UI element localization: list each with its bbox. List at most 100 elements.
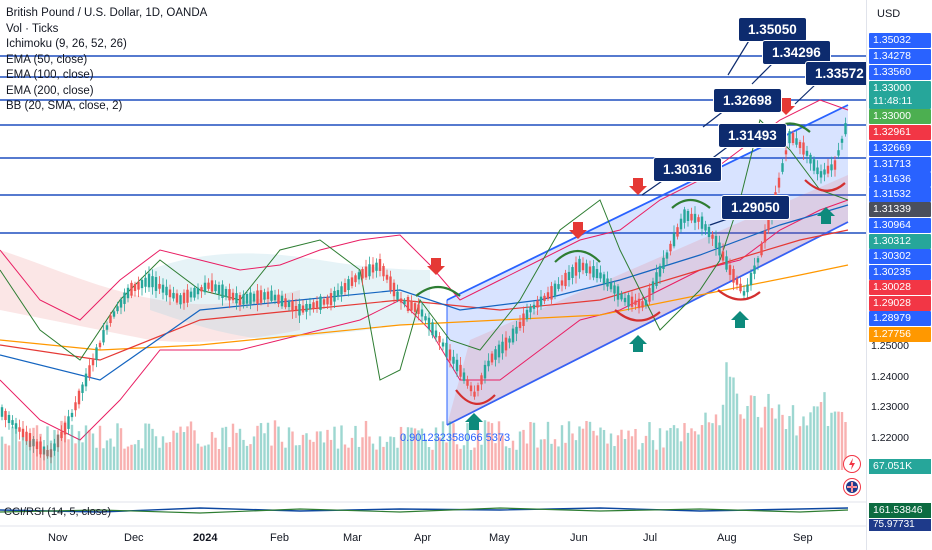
volume-bar xyxy=(214,437,217,470)
candle-body xyxy=(179,295,182,305)
indicator-legend-item[interactable]: BB (20, SMA, close, 2) xyxy=(6,100,123,112)
candle-body xyxy=(214,284,217,292)
candle-body xyxy=(725,256,728,270)
time-axis-label: Apr xyxy=(414,532,432,544)
volume-bar xyxy=(224,426,228,470)
candle-body xyxy=(819,171,823,178)
candle-body xyxy=(620,293,623,300)
volume-bar xyxy=(165,442,168,470)
indicator-legend-item[interactable]: EMA (100, close) xyxy=(6,69,94,81)
volume-bar xyxy=(70,424,74,470)
candle-body xyxy=(322,299,326,305)
candle-body xyxy=(67,416,70,429)
volume-bar xyxy=(760,427,763,470)
time-axis-label: Mar xyxy=(343,532,362,544)
price-axis[interactable]: USD 1.35032 1.34278 1.33560 1.33000 11:48:11… xyxy=(866,0,932,550)
volume-bar xyxy=(473,447,476,470)
candle-body xyxy=(777,177,781,188)
price-callout[interactable]: 1.34296 xyxy=(762,40,831,65)
volume-bar xyxy=(795,435,798,470)
volume-bar xyxy=(200,446,203,470)
price-axis-label: 1.22000 xyxy=(871,432,909,444)
flag-icon[interactable] xyxy=(843,478,861,496)
symbol-title[interactable]: British Pound / U.S. Dollar, 1D, OANDA xyxy=(6,7,208,19)
candle-body xyxy=(231,292,235,301)
lightning-icon[interactable] xyxy=(843,455,861,473)
volume-bar xyxy=(637,449,641,470)
sell-arrow xyxy=(569,222,587,239)
candle-body xyxy=(35,441,39,450)
price-tag: 1.31713 xyxy=(869,157,931,172)
indicator-legend-item[interactable]: EMA (50, close) xyxy=(6,53,88,66)
candle-body xyxy=(462,372,466,381)
volume-bar xyxy=(511,440,515,470)
price-callout[interactable]: 1.33572 xyxy=(805,61,866,86)
candle-body xyxy=(431,322,434,336)
rsi-value-badge: 75.97731 xyxy=(869,519,931,531)
price-callout[interactable]: 1.29050 xyxy=(721,195,790,220)
indicator-legend-item[interactable]: Ichimoku (9, 26, 52, 26) xyxy=(6,38,127,50)
volume-bar xyxy=(385,441,389,470)
candle-body xyxy=(252,293,256,302)
volume-bar xyxy=(564,442,567,470)
volume-bar xyxy=(137,439,140,470)
candle-body xyxy=(273,294,277,301)
currency-label[interactable]: USD xyxy=(877,8,901,20)
volume-bar xyxy=(319,431,322,470)
volume-bar xyxy=(322,442,326,470)
volume-bar xyxy=(210,432,214,470)
volume-bar xyxy=(763,406,767,470)
candle-body xyxy=(707,226,711,238)
volume-bar xyxy=(823,392,826,470)
candle-body xyxy=(494,349,497,360)
candle-body xyxy=(385,274,389,280)
volume-bar xyxy=(679,441,683,470)
price-callout[interactable]: 1.35050 xyxy=(738,17,807,42)
volume-bar xyxy=(525,443,529,470)
volume-bar xyxy=(497,421,501,470)
candle-body xyxy=(420,309,424,317)
indicator-legend-item[interactable]: EMA (200, close) xyxy=(6,84,94,97)
volume-bar xyxy=(581,428,585,470)
top-arc xyxy=(415,285,461,297)
candle-body xyxy=(347,279,350,291)
candle-body xyxy=(200,287,203,292)
volume-bar xyxy=(140,448,144,470)
volume-bar xyxy=(704,412,707,470)
candle-body xyxy=(168,289,172,298)
volume-bar xyxy=(84,425,88,470)
time-axis-label: Dec xyxy=(124,532,144,544)
price-callout[interactable]: 1.31493 xyxy=(718,123,787,148)
candle-body xyxy=(830,164,833,171)
price-callout[interactable]: 1.32698 xyxy=(713,88,782,113)
candle-body xyxy=(105,325,109,330)
cci-rsi-label[interactable]: CCI/RSI (14, 5, close) xyxy=(4,506,111,518)
volume-bar xyxy=(315,431,319,470)
chart-area[interactable]: British Pound / U.S. Dollar, 1D, OANDA V… xyxy=(0,0,866,550)
price-tag: 1.29028 xyxy=(869,296,931,311)
sell-arrow xyxy=(629,178,647,195)
candle-body xyxy=(721,251,725,261)
candle-body xyxy=(756,258,760,263)
indicator-legend-item[interactable]: Vol · Ticks xyxy=(6,22,59,35)
candle-body xyxy=(245,293,249,304)
time-axis-label: Feb xyxy=(270,532,289,544)
candle-body xyxy=(574,262,578,276)
candle-body xyxy=(399,298,403,303)
volume-bars xyxy=(0,362,847,470)
volume-bar xyxy=(172,430,175,470)
candle-body xyxy=(837,150,840,156)
candle-body xyxy=(207,282,210,289)
volume-bar xyxy=(574,440,578,470)
volume-bar xyxy=(53,430,56,470)
volume-bar xyxy=(252,436,256,470)
volume-bar xyxy=(690,428,693,470)
volume-bar xyxy=(354,425,357,470)
volume-bar xyxy=(109,438,112,470)
candle-body xyxy=(844,123,847,135)
price-callout[interactable]: 1.30316 xyxy=(653,157,722,182)
volume-bar xyxy=(658,428,662,470)
price-tag: 1.34278 xyxy=(869,49,931,64)
volume-bar xyxy=(844,422,847,470)
volume-bar xyxy=(270,445,273,470)
